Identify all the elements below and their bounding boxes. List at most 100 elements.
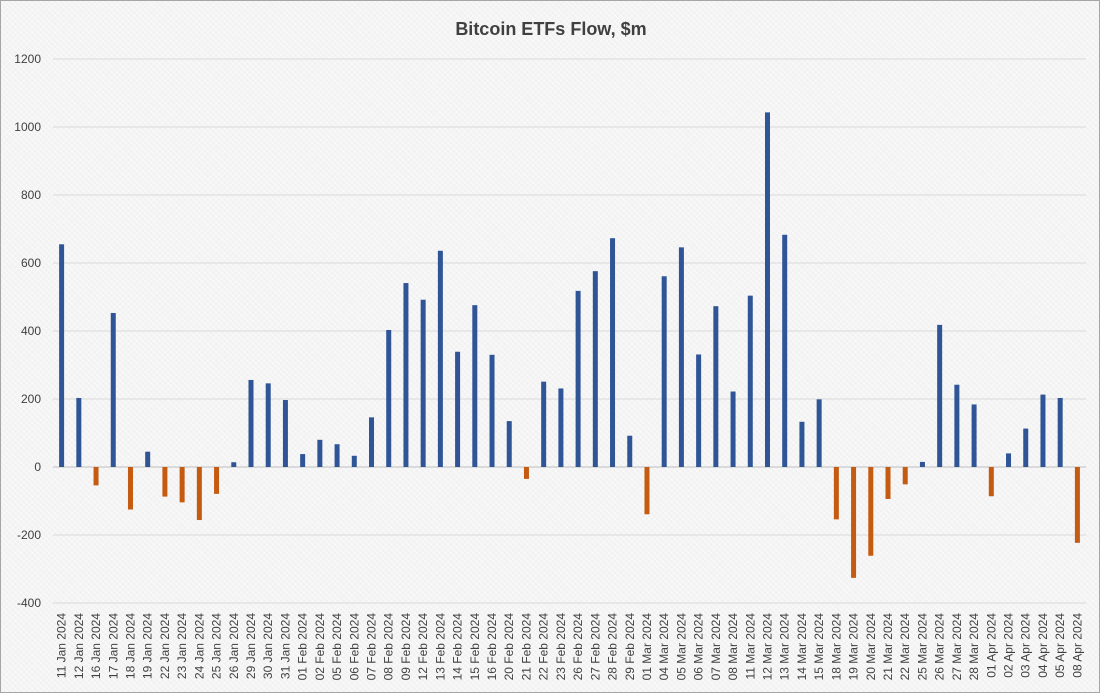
- bar: [489, 354, 495, 467]
- bar: [523, 467, 529, 479]
- bar: [919, 461, 925, 467]
- bar: [351, 455, 357, 467]
- bar: [403, 283, 409, 467]
- bar: [1023, 428, 1029, 467]
- bar: [282, 400, 288, 467]
- x-tick-label: 19 Mar 2024: [847, 613, 861, 681]
- x-tick-label: 15 Mar 2024: [812, 613, 826, 681]
- bar: [816, 399, 822, 467]
- x-tick-label: 29 Jan 2024: [244, 613, 258, 679]
- x-tick-label: 23 Feb 2024: [554, 613, 568, 681]
- x-tick-label: 22 Mar 2024: [898, 613, 912, 681]
- x-tick-label: 16 Jan 2024: [89, 613, 103, 679]
- x-tick-label: 01 Apr 2024: [984, 613, 998, 678]
- x-tick-label: 26 Mar 2024: [933, 613, 947, 681]
- x-tick-label: 14 Feb 2024: [451, 613, 465, 681]
- x-tick-label: 15 Feb 2024: [468, 613, 482, 681]
- x-tick-label: 01 Mar 2024: [640, 613, 654, 681]
- x-tick-label: 06 Mar 2024: [692, 613, 706, 681]
- x-tick-label: 06 Feb 2024: [347, 613, 361, 681]
- bar: [747, 295, 753, 467]
- bar: [506, 421, 512, 467]
- bar: [110, 312, 116, 467]
- x-tick-label: 17 Jan 2024: [106, 613, 120, 679]
- bar: [696, 354, 702, 467]
- bar: [937, 324, 943, 467]
- x-tick-label: 02 Apr 2024: [1002, 613, 1016, 678]
- x-tick-label: 28 Feb 2024: [606, 613, 620, 681]
- gridlines: [53, 58, 1086, 604]
- x-tick-label: 27 Mar 2024: [950, 613, 964, 681]
- x-tick-label: 08 Feb 2024: [382, 613, 396, 681]
- bar: [764, 112, 770, 467]
- bar: [369, 417, 375, 467]
- bar: [575, 290, 581, 467]
- x-tick-label: 20 Mar 2024: [864, 613, 878, 681]
- bar: [1074, 467, 1080, 543]
- bar: [971, 404, 977, 467]
- x-tick-label: 21 Feb 2024: [519, 613, 533, 681]
- bar: [300, 454, 306, 467]
- bar: [76, 397, 82, 467]
- y-tick-label: 800: [21, 188, 41, 202]
- y-tick-label: -400: [17, 596, 41, 610]
- bar: [317, 439, 323, 467]
- bar: [988, 467, 994, 497]
- bar: [196, 467, 202, 521]
- y-tick-label: 600: [21, 256, 41, 270]
- y-tick-label: -200: [17, 528, 41, 542]
- bar: [231, 462, 237, 467]
- bar: [93, 467, 99, 486]
- bar: [334, 444, 340, 467]
- x-tick-label: 12 Feb 2024: [416, 613, 430, 681]
- bar: [885, 467, 891, 499]
- bar: [214, 467, 220, 494]
- x-tick-label: 26 Feb 2024: [571, 613, 585, 681]
- x-tick-label: 22 Jan 2024: [158, 613, 172, 679]
- x-tick-label: 09 Feb 2024: [399, 613, 413, 681]
- bar: [592, 271, 598, 467]
- bar: [627, 435, 633, 467]
- bar: [179, 467, 185, 503]
- x-tick-label: 19 Jan 2024: [141, 613, 155, 679]
- x-tick-label: 04 Apr 2024: [1036, 613, 1050, 678]
- x-tick-label: 23 Jan 2024: [175, 613, 189, 679]
- x-tick-label: 29 Feb 2024: [623, 613, 637, 681]
- x-tick-label: 03 Apr 2024: [1019, 613, 1033, 678]
- bar: [59, 244, 65, 467]
- x-tick-label: 26 Jan 2024: [227, 613, 241, 679]
- x-tick-label: 13 Mar 2024: [778, 613, 792, 681]
- y-tick-label: 1000: [14, 120, 41, 134]
- bar: [661, 276, 667, 467]
- x-tick-label: 01 Feb 2024: [296, 613, 310, 681]
- bar: [437, 250, 443, 467]
- bar: [386, 329, 392, 467]
- x-tick-label: 25 Jan 2024: [210, 613, 224, 679]
- x-tick-label: 31 Jan 2024: [278, 613, 292, 679]
- bar: [558, 388, 564, 467]
- bar: [610, 238, 616, 467]
- bar: [833, 467, 839, 520]
- x-tick-label: 08 Mar 2024: [726, 613, 740, 681]
- y-tick-label: 200: [21, 392, 41, 406]
- x-tick-label: 24 Jan 2024: [192, 613, 206, 679]
- bar: [902, 467, 908, 485]
- bar: [1040, 394, 1046, 467]
- x-tick-label: 07 Feb 2024: [365, 613, 379, 681]
- x-tick-label: 30 Jan 2024: [261, 613, 275, 679]
- bar: [730, 391, 736, 467]
- x-tick-label: 27 Feb 2024: [588, 613, 602, 681]
- x-tick-label: 21 Mar 2024: [881, 613, 895, 681]
- x-tick-label: 18 Jan 2024: [123, 613, 137, 679]
- bar: [265, 383, 271, 467]
- x-tick-label: 18 Mar 2024: [829, 613, 843, 681]
- bar: [145, 451, 151, 467]
- x-tick-label: 11 Jan 2024: [55, 613, 69, 678]
- bar: [162, 467, 168, 497]
- x-tick-label: 11 Mar 2024: [743, 613, 757, 680]
- bar: [541, 381, 547, 467]
- bar: [127, 467, 133, 510]
- bar: [1006, 453, 1012, 467]
- x-tick-label: 13 Feb 2024: [433, 613, 447, 681]
